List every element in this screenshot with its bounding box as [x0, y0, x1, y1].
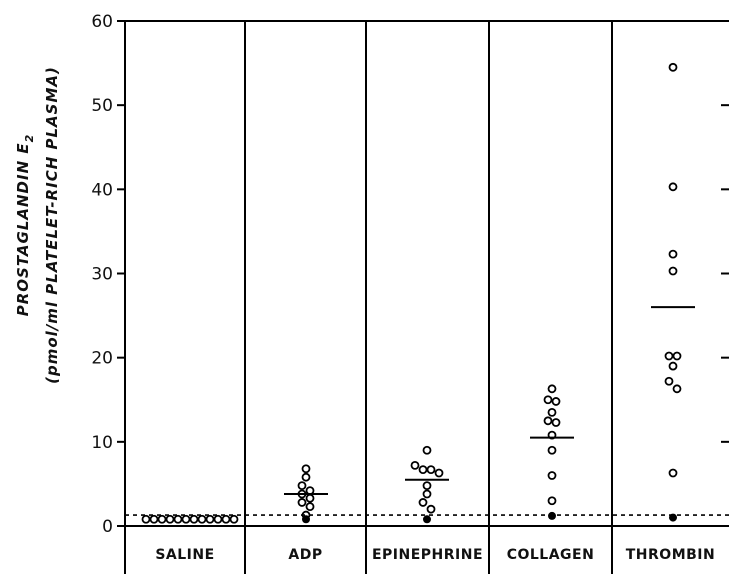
- open-point: [668, 266, 678, 276]
- open-point: [547, 496, 557, 506]
- open-point: [547, 384, 557, 394]
- open-point: [668, 249, 678, 259]
- y-tick-label-0: 0: [102, 517, 113, 537]
- group-thrombin: [651, 62, 695, 522]
- open-point: [547, 445, 557, 455]
- open-point: [157, 514, 167, 524]
- y-axis-title-units: (pmol/ml PLATELET-RICH PLASMA): [43, 66, 61, 384]
- open-point: [221, 514, 231, 524]
- open-point: [668, 361, 678, 371]
- filled-point: [302, 515, 310, 524]
- y-axis: 0 10 20 30 40 50 60: [91, 12, 125, 537]
- y-tick-label-10: 10: [91, 433, 113, 453]
- x-axis-labels: SALINE ADP EPINEPHRINE COLLAGEN THROMBIN: [155, 547, 715, 563]
- open-point: [301, 464, 311, 474]
- group-collagen: [530, 384, 574, 520]
- y-axis-title: PROSTAGLANDIN E2 (pmol/ml PLATELET-RICH …: [14, 66, 61, 384]
- data-points: [141, 62, 695, 524]
- open-point: [305, 502, 315, 512]
- open-point: [672, 384, 682, 394]
- open-point: [543, 416, 553, 426]
- filled-point: [669, 513, 677, 522]
- y-axis-title-subscript: 2: [23, 134, 36, 143]
- open-point: [543, 395, 553, 405]
- open-point: [189, 514, 199, 524]
- y-tick-label-50: 50: [91, 96, 113, 116]
- open-point: [422, 481, 432, 491]
- open-point: [434, 468, 444, 478]
- group-adp: [284, 464, 328, 524]
- open-point: [668, 182, 678, 192]
- y-tick-label-20: 20: [91, 349, 113, 369]
- y-tick-label-40: 40: [91, 180, 113, 200]
- open-point: [297, 481, 307, 491]
- y-tick-label-30: 30: [91, 265, 113, 285]
- open-point: [173, 514, 183, 524]
- open-point: [664, 351, 674, 361]
- open-point: [229, 514, 239, 524]
- open-point: [668, 62, 678, 72]
- open-point: [205, 514, 215, 524]
- open-point: [410, 460, 420, 470]
- open-point: [301, 472, 311, 482]
- open-point: [418, 465, 428, 475]
- open-point: [551, 397, 561, 406]
- open-point: [422, 489, 432, 499]
- open-point: [141, 514, 151, 524]
- x-category-label-collagen: COLLAGEN: [507, 547, 595, 563]
- open-point: [672, 351, 682, 361]
- open-point: [305, 493, 315, 503]
- open-point: [422, 445, 432, 455]
- open-point: [426, 504, 436, 514]
- open-point: [197, 514, 207, 524]
- x-category-label-adp: ADP: [288, 547, 322, 563]
- x-category-label-saline: SALINE: [155, 547, 214, 563]
- plot-frame: [124, 20, 729, 574]
- open-point: [165, 514, 175, 524]
- x-category-label-thrombin: THROMBIN: [626, 547, 715, 563]
- filled-point: [548, 511, 556, 520]
- group-saline: [141, 514, 239, 524]
- open-point: [181, 514, 191, 524]
- open-point: [213, 514, 223, 524]
- y-tick-label-60: 60: [91, 12, 113, 32]
- group-epinephrine: [405, 445, 449, 524]
- open-point: [149, 514, 159, 524]
- open-point: [668, 468, 678, 478]
- x-category-label-epinephrine: EPINEPHRINE: [372, 547, 483, 563]
- open-point: [547, 407, 557, 417]
- open-point: [664, 376, 674, 386]
- y-axis-title-main: PROSTAGLANDIN E: [14, 142, 32, 316]
- open-point: [547, 471, 557, 480]
- open-point: [418, 498, 428, 507]
- open-point: [551, 418, 561, 427]
- open-point: [297, 498, 307, 507]
- filled-point: [423, 515, 431, 524]
- svg-text:PROSTAGLANDIN E2: PROSTAGLANDIN E2: [14, 134, 36, 317]
- open-point: [426, 465, 436, 475]
